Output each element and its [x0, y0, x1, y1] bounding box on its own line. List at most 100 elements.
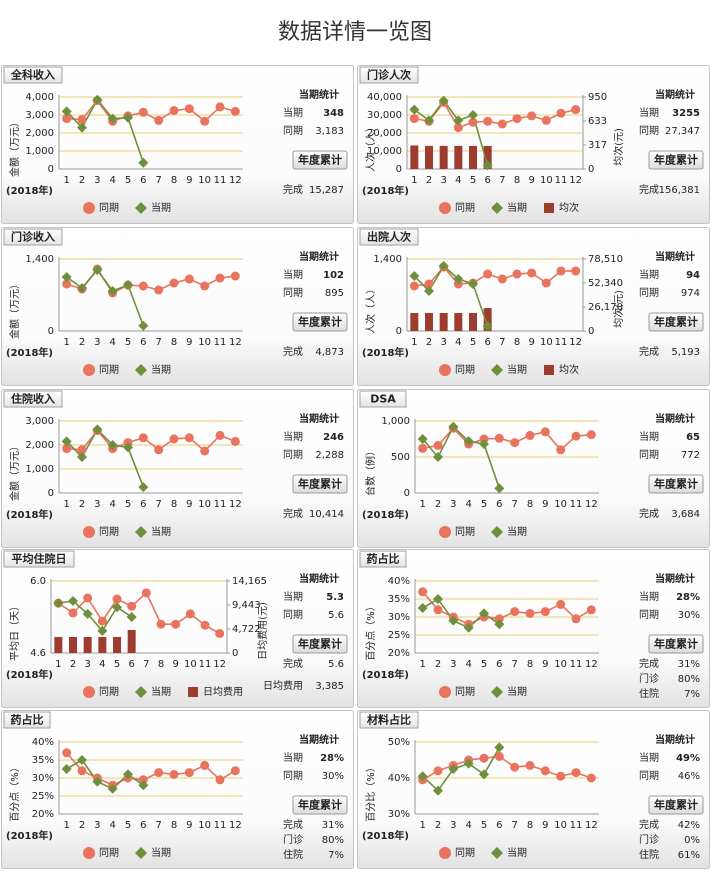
- cumulative-button[interactable]: [648, 312, 704, 332]
- y-tick-label: 2,000: [25, 440, 54, 451]
- x-axis-label: (2018年): [362, 829, 409, 842]
- y-tick-label: 30%: [388, 809, 410, 820]
- total-value: 31%: [678, 659, 700, 670]
- y2-tick-label: 0: [232, 648, 238, 659]
- point-marker: [463, 758, 474, 769]
- cumulative-button-label[interactable]: 年度累计: [298, 637, 342, 651]
- point-marker: [433, 766, 443, 776]
- point-marker: [424, 279, 434, 289]
- y-tick-label: 1,400: [25, 254, 54, 265]
- y2-tick-label: 52,340: [588, 278, 623, 289]
- point-marker: [494, 614, 504, 624]
- cumulative-button-label[interactable]: 年度累计: [298, 798, 342, 812]
- x-tick-label: 11: [199, 659, 212, 670]
- x-tick-label: 3: [94, 499, 100, 510]
- cumulative-button[interactable]: [292, 795, 348, 815]
- cumulative-button[interactable]: [292, 474, 348, 494]
- cumulative-button[interactable]: [292, 312, 348, 332]
- bar: [410, 313, 419, 331]
- x-tick-label: 9: [542, 820, 548, 831]
- cumulative-button-label[interactable]: 年度累计: [654, 637, 698, 651]
- y-tick-label: 25%: [32, 791, 54, 802]
- y2-tick-label: 0: [588, 164, 594, 175]
- stats-value: 772: [681, 450, 700, 461]
- point-marker: [512, 269, 522, 279]
- legend-label: 同期: [455, 202, 475, 214]
- legend-swatch: [439, 526, 451, 538]
- point-marker: [171, 619, 181, 629]
- point-marker: [525, 608, 535, 618]
- point-marker: [107, 285, 118, 296]
- x-axis-label: (2018年): [6, 829, 53, 842]
- point-marker: [494, 483, 505, 494]
- legend-swatch: [544, 203, 554, 213]
- legend-label: 均次: [559, 201, 579, 214]
- total-label: 门诊: [639, 833, 659, 846]
- y-tick-label: 25%: [388, 630, 410, 641]
- panel-title: 住院收入: [11, 392, 55, 406]
- cumulative-button[interactable]: [292, 634, 348, 654]
- point-marker: [512, 114, 522, 124]
- stats-value: 2,288: [315, 450, 344, 461]
- x-tick-label: 12: [585, 659, 598, 670]
- x-tick-label: 3: [440, 337, 446, 348]
- point-marker: [138, 157, 149, 168]
- y-tick-label: 1,000: [25, 146, 54, 157]
- legend-swatch: [135, 202, 147, 214]
- y-tick-label: 30,000: [367, 110, 402, 121]
- point-marker: [540, 766, 550, 776]
- cumulative-button[interactable]: [648, 634, 704, 654]
- total-label: 日均费用: [263, 679, 303, 692]
- y2-tick-label: 633: [588, 116, 607, 127]
- x-axis-label: (2018年): [362, 508, 409, 521]
- cumulative-button-label[interactable]: 年度累计: [654, 798, 698, 812]
- point-marker: [169, 769, 179, 779]
- point-marker: [169, 278, 179, 288]
- legend-label: 同期: [99, 847, 119, 859]
- panel-background: [1, 549, 354, 708]
- cumulative-button[interactable]: [292, 150, 348, 170]
- y-tick-label: 50%: [388, 737, 410, 748]
- point-marker: [586, 773, 596, 783]
- legend-label: 同期: [99, 364, 119, 376]
- x-tick-label: 7: [155, 499, 161, 510]
- point-marker: [482, 321, 493, 332]
- cumulative-button-label[interactable]: 年度累计: [298, 153, 342, 167]
- cumulative-button-label[interactable]: 年度累计: [654, 477, 698, 491]
- y-tick-label: 20%: [32, 809, 54, 820]
- stats-value: 65: [686, 432, 700, 443]
- cumulative-button-label[interactable]: 年度累计: [654, 153, 698, 167]
- stats-label: 同期: [639, 125, 659, 137]
- point-marker: [571, 431, 581, 441]
- cumulative-button[interactable]: [648, 474, 704, 494]
- point-marker: [510, 607, 520, 617]
- panel-title: DSA: [370, 393, 396, 406]
- stats-label: 当期: [639, 430, 659, 443]
- point-marker: [556, 599, 566, 609]
- point-marker: [68, 608, 78, 618]
- stats-heading: 当期统计: [299, 733, 339, 746]
- x-tick-label: 9: [528, 175, 534, 186]
- x-axis-label: (2018年): [362, 184, 409, 197]
- x-tick-label: 5: [481, 820, 487, 831]
- total-value: 61%: [678, 850, 700, 861]
- page-title: 数据详情一览图: [278, 20, 432, 45]
- x-tick-label: 5: [470, 175, 476, 186]
- stats-heading: 当期统计: [655, 88, 695, 101]
- cumulative-button-label[interactable]: 年度累计: [654, 315, 698, 329]
- cumulative-button-label[interactable]: 年度累计: [298, 315, 342, 329]
- x-tick-label: 3: [94, 175, 100, 186]
- x-tick-label: 12: [585, 820, 598, 831]
- point-marker: [184, 104, 194, 114]
- x-tick-label: 11: [555, 337, 568, 348]
- point-marker: [479, 769, 489, 780]
- cumulative-button[interactable]: [648, 795, 704, 815]
- stats-label: 当期: [283, 590, 303, 603]
- cumulative-button[interactable]: [648, 150, 704, 170]
- legend-label: 当期: [507, 201, 527, 214]
- stats-heading: 当期统计: [299, 250, 339, 263]
- cumulative-button-label[interactable]: 年度累计: [298, 477, 342, 491]
- legend-label: 当期: [151, 685, 171, 698]
- y-axis-label: 人次（人）: [364, 122, 377, 172]
